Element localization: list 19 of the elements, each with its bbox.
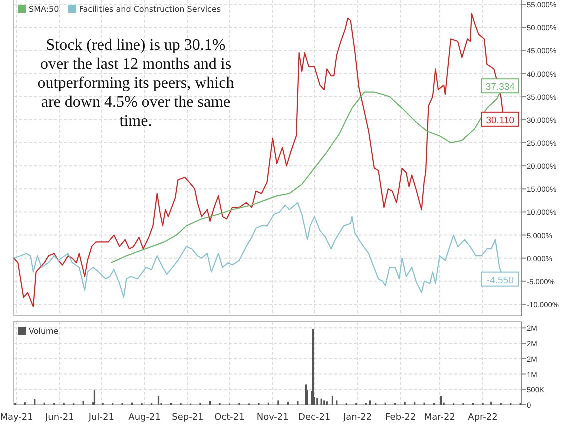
annotation: 37.334: [486, 82, 515, 94]
x-tick-label: Sep-21: [172, 413, 204, 423]
x-tick-label: Oct-21: [214, 413, 245, 423]
x-tick-label: Jun-21: [44, 413, 74, 423]
annotation: -4.550: [486, 275, 514, 286]
x-tick-label: Aug-21: [128, 413, 161, 423]
legend-label: SMA:50: [29, 5, 60, 14]
x-tick-label: Apr-22: [468, 413, 498, 423]
x-tick-label: Feb-22: [386, 413, 416, 423]
annotation: Stock (red line) is up 30.1% over the last 12 months and is outperforming its peers, which are down 4.5% over the same time.: [38, 37, 234, 130]
x-tick-label: Jul-21: [88, 413, 114, 423]
x-tick-label: Nov-21: [256, 413, 289, 423]
x-tick-label: Dec-21: [298, 413, 331, 423]
legend-label: Facilities and Construction Services: [79, 5, 222, 14]
annotation: 30.110: [486, 115, 515, 126]
x-tick-label: May-21: [0, 413, 34, 423]
x-tick-label: Mar-22: [424, 413, 456, 423]
x-tick-label: Jan-22: [342, 413, 372, 423]
legend-label: Volume: [29, 327, 59, 336]
